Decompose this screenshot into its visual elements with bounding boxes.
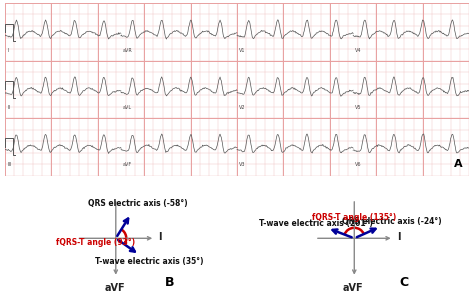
Text: V2: V2 [239,105,246,110]
Text: fQRS-T angle (135°): fQRS-T angle (135°) [311,213,396,222]
Text: aVF: aVF [123,162,132,167]
Text: B: B [164,276,174,289]
Text: C: C [400,276,409,289]
Text: aVL: aVL [123,105,132,110]
Text: V6: V6 [356,162,362,167]
Text: aVF: aVF [104,283,125,293]
Text: fQRS-T angle (93°): fQRS-T angle (93°) [55,238,135,247]
Text: V5: V5 [356,105,362,110]
Text: I: I [397,232,400,242]
Text: III: III [7,162,11,167]
Text: QRS electric axis (-24°): QRS electric axis (-24°) [342,217,441,226]
Text: T-wave electric axis (35°): T-wave electric axis (35°) [95,257,203,266]
Text: aVF: aVF [343,283,363,293]
Text: II: II [7,105,10,110]
Text: A: A [454,159,462,169]
Text: V1: V1 [239,48,246,53]
Text: aVR: aVR [123,48,133,53]
Text: I: I [158,232,162,242]
Text: T-wave electric axis (201°): T-wave electric axis (201°) [259,219,373,228]
Text: QRS electric axis (-58°): QRS electric axis (-58°) [88,199,187,208]
Text: V3: V3 [239,162,246,167]
Text: I: I [7,48,9,53]
Text: V4: V4 [356,48,362,53]
